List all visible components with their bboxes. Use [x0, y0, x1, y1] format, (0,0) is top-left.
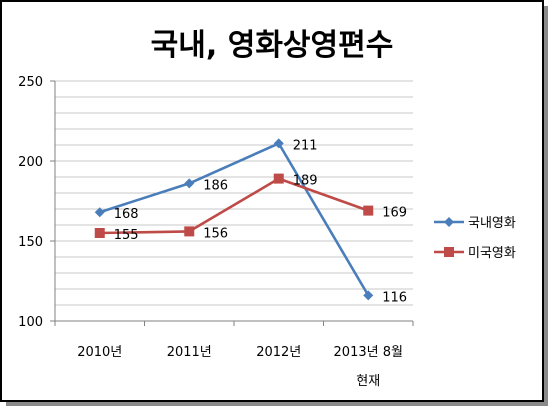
chart-title: 국내, 영화상영편수 — [150, 28, 394, 63]
data-point — [363, 290, 374, 301]
y-tick-label: 250 — [18, 75, 43, 90]
data-label: 156 — [203, 226, 228, 241]
legend-label: 미국영화 — [468, 246, 516, 261]
data-label: 168 — [114, 207, 139, 222]
x-tick-label: 2013년 8월 — [334, 345, 403, 360]
data-point — [184, 226, 195, 237]
series-layer: 168 186 211 116 155 156 189 169 — [94, 138, 407, 305]
y-tick-label: 150 — [18, 235, 43, 250]
grid-lines — [55, 80, 413, 322]
data-point — [94, 207, 105, 218]
data-point — [363, 205, 374, 216]
legend-marker — [444, 217, 454, 227]
legend-label: 국내영화 — [468, 216, 516, 231]
data-point — [184, 178, 195, 189]
data-label: 155 — [114, 228, 139, 243]
x-tick-label: 2010년 — [77, 345, 122, 360]
data-point — [94, 228, 105, 238]
x-tick-label: 현재 — [356, 374, 380, 389]
data-label: 116 — [382, 290, 407, 305]
data-label: 189 — [293, 174, 318, 189]
x-tick-label: 2011년 — [167, 345, 212, 360]
y-tick-label: 200 — [18, 155, 43, 170]
x-tick-label: 2012년 — [256, 345, 301, 360]
data-label: 211 — [293, 138, 318, 153]
data-label: 186 — [203, 178, 228, 193]
axes — [50, 80, 414, 326]
data-point — [273, 138, 284, 149]
frame-shadow-bottom — [6, 402, 548, 406]
chart-frame — [0, 0, 544, 402]
data-point — [273, 173, 284, 184]
y-tick-label: 100 — [18, 315, 43, 330]
legend-marker — [444, 247, 454, 257]
data-label: 169 — [382, 206, 407, 221]
series-line-2 — [99, 177, 369, 235]
series-line-1 — [99, 142, 370, 297]
frame-shadow-right — [544, 6, 548, 404]
